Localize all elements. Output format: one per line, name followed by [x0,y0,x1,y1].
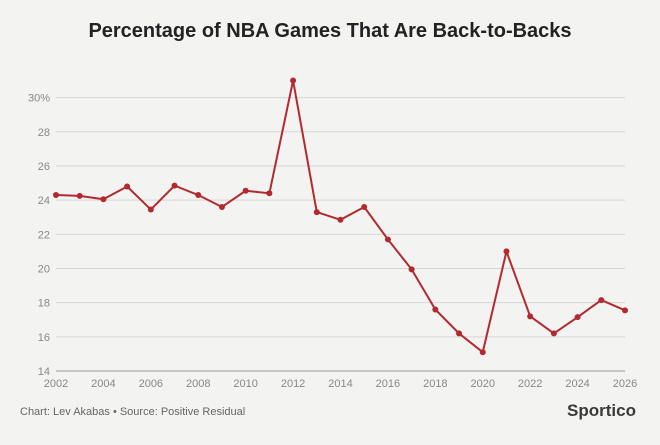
y-tick-label: 16 [38,332,50,344]
y-tick-label: 26 [38,161,50,173]
data-point [456,330,463,337]
data-point [527,313,534,320]
data-series [53,77,628,356]
x-tick-label: 2006 [139,378,163,390]
y-tick-label: 28 [38,127,50,139]
data-point [195,192,202,199]
y-tick-label: 14 [38,366,50,378]
series-line [55,79,626,354]
y-tick-label: 22 [38,229,50,241]
data-point [479,349,486,356]
x-tick-label: 2018 [423,378,447,390]
x-tick-label: 2010 [233,378,257,390]
x-tick-label: 2022 [518,378,542,390]
x-tick-label: 2024 [565,378,589,390]
x-tick-label: 2008 [186,378,210,390]
data-point [432,306,439,313]
data-point [147,206,154,213]
brand-logo: Sportico [567,401,636,420]
data-point [53,192,59,199]
data-point [622,307,628,314]
x-tick-label: 2016 [376,378,400,390]
data-point [266,190,273,197]
x-tick-label: 2026 [613,378,637,390]
x-tick-label: 2004 [91,378,115,390]
x-tick-label: 2020 [471,378,495,390]
gridlines [56,97,625,372]
chart-title: Percentage of NBA Games That Are Back-to… [88,20,572,42]
data-point [574,314,581,321]
data-point [550,330,557,337]
x-tick-label: 2002 [44,378,68,390]
y-tick-label: 18 [38,298,50,310]
y-tick-label: 24 [38,195,50,207]
x-tick-label: 2014 [328,378,352,390]
data-point [124,183,131,190]
data-point [384,236,391,243]
y-tick-label: 30% [28,93,50,105]
data-point [290,77,297,84]
data-point [337,216,344,223]
x-tick-label: 2012 [281,378,305,390]
data-point [171,182,178,189]
data-point [218,203,225,210]
data-point [503,248,510,255]
data-point [242,187,249,194]
y-tick-label: 20 [38,263,50,275]
data-point [361,203,368,210]
data-point [76,192,83,199]
data-point [408,266,415,273]
data-point [100,196,107,203]
data-point [313,209,320,216]
data-point [598,297,605,304]
source-credit: Chart: Lev Akabas • Source: Positive Res… [20,406,246,418]
